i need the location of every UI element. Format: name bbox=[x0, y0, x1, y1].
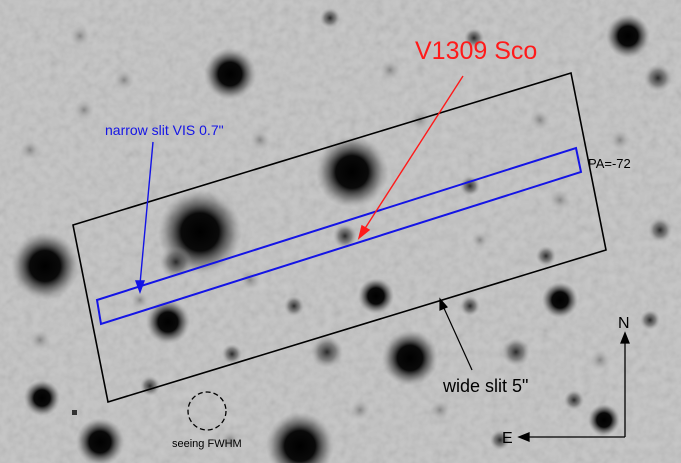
narrow-slit-outline bbox=[95, 146, 583, 326]
compass-east-label: E bbox=[502, 430, 513, 447]
compass-north-label: N bbox=[618, 315, 630, 332]
star-field bbox=[11, 8, 672, 463]
seeing-label: seeing FWHM bbox=[172, 438, 242, 450]
position-angle-label: PA=-72 bbox=[588, 156, 631, 171]
seeing-circle bbox=[187, 391, 227, 431]
target-arrow bbox=[357, 75, 464, 240]
wide-slit-outline bbox=[72, 71, 607, 404]
target-label: V1309 Sco bbox=[415, 37, 537, 65]
wide-slit-arrow bbox=[439, 297, 473, 371]
wide-slit-label: wide slit 5" bbox=[442, 376, 528, 396]
narrow-slit-arrow bbox=[135, 141, 154, 295]
narrow-slit-label: narrow slit VIS 0.7" bbox=[105, 122, 224, 138]
compass bbox=[517, 331, 630, 442]
